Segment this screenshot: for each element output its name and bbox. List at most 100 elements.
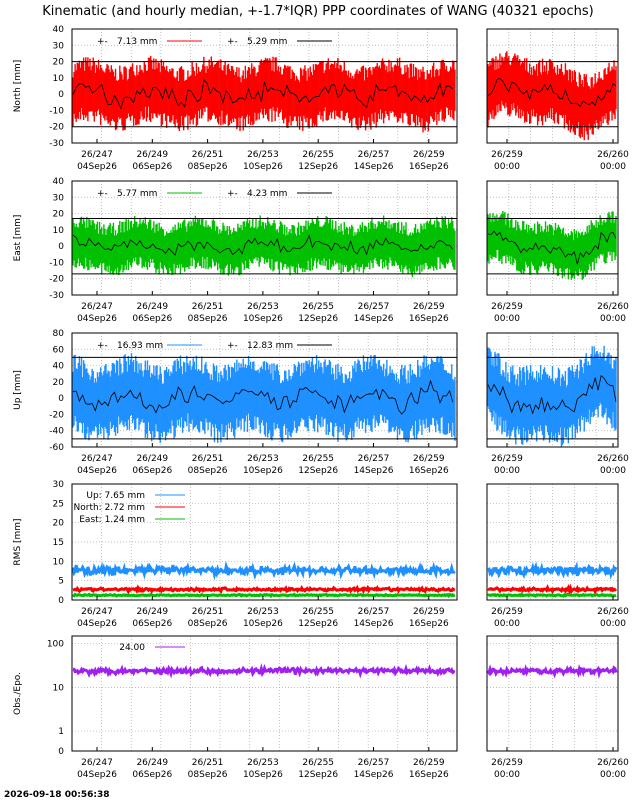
xtick-label: 26/251 [192, 302, 224, 312]
xtick-label: 04Sep26 [77, 162, 117, 172]
xtick-label: 26/251 [192, 454, 224, 464]
ytick-label: -40 [49, 427, 64, 437]
axes-rms-right: 26/259 00:00 26/260 00:00 [486, 483, 629, 629]
xtick-label: 26/253 [247, 607, 279, 617]
xtick-label: 14Sep26 [354, 466, 394, 476]
panel-obs: Obs./Epo. 26/247 04Sep26 26/249 06Sep26 26/25… [13, 635, 629, 780]
xtick-label: 26/249 [136, 758, 168, 768]
xtick-label: 26/259 [413, 758, 445, 768]
ylabel-up: Up [mm] [13, 370, 23, 410]
xtick-label: 00:00 [600, 466, 626, 476]
xtick-label: 08Sep26 [188, 314, 228, 324]
xtick-label: 26/259 [413, 150, 445, 160]
xtick-label: 16Sep26 [409, 314, 449, 324]
panel-rms: RMS [mm] 26/247 04Sep26 26/249 06Sep26 26/251… [13, 480, 629, 629]
xtick-label: 16Sep26 [409, 619, 449, 629]
legend-label: 16.93 mm [117, 341, 163, 351]
ytick-label: 40 [53, 362, 65, 372]
xtick-label: 12Sep26 [298, 466, 338, 476]
xtick-label: 26/249 [136, 607, 168, 617]
xtick-label: 26/253 [247, 454, 279, 464]
ylabel-north: North [mm] [13, 60, 23, 113]
series-up [487, 561, 618, 580]
ytick-label: 0 [58, 596, 64, 606]
xtick-label: 26/255 [302, 150, 334, 160]
series-east [72, 592, 456, 599]
xtick-label: 26/249 [136, 454, 168, 464]
legend-glyph: +- [97, 341, 108, 351]
xtick-label: 06Sep26 [132, 619, 172, 629]
ytick-label: 20 [53, 378, 65, 388]
ytick-label: 1 [58, 727, 64, 737]
xtick-label: 12Sep26 [298, 619, 338, 629]
xtick-label: 06Sep26 [132, 466, 172, 476]
legend-glyph: +- [227, 189, 238, 199]
xtick-label: 12Sep26 [298, 314, 338, 324]
xtick-label: 26/255 [302, 607, 334, 617]
ytick-label: 30 [53, 480, 65, 490]
xtick-label: 00:00 [494, 162, 520, 172]
xtick-label: 12Sep26 [298, 770, 338, 780]
axes-east-right: 26/259 00:00 26/260 00:00 [486, 180, 629, 324]
xtick-label: 00:00 [600, 619, 626, 629]
xtick-label: 00:00 [494, 619, 520, 629]
legend-label: 4.23 mm [247, 189, 287, 199]
data-north-right [487, 51, 617, 141]
legend-label: 5.77 mm [117, 189, 157, 199]
series-up [71, 560, 456, 581]
ytick-label: 40 [53, 25, 65, 35]
xtick-label: 14Sep26 [354, 770, 394, 780]
xtick-label: 26/257 [358, 150, 390, 160]
ytick-label: -60 [49, 443, 64, 453]
ytick-label: -30 [49, 291, 64, 301]
xtick-label: 26/259 [491, 150, 523, 160]
data-north-left [72, 56, 456, 133]
legend-label: 5.29 mm [247, 37, 287, 47]
figure-title: Kinematic (and hourly median, +-1.7*IQR)… [42, 4, 593, 19]
ytick-label: -10 [49, 106, 64, 116]
xtick-label: 08Sep26 [188, 619, 228, 629]
legend-label: 7.13 mm [117, 37, 157, 47]
axes-frame [486, 28, 619, 144]
median-line [72, 379, 454, 415]
xtick-label: 04Sep26 [77, 466, 117, 476]
xtick-label: 26/247 [81, 607, 113, 617]
data-east-left [72, 215, 456, 278]
series-obs [72, 663, 456, 679]
axes-north-left: 26/247 04Sep26 26/249 06Sep26 26/251 08Sep26 2… [71, 28, 458, 172]
xtick-label: 00:00 [494, 314, 520, 324]
ytick-label: -20 [49, 123, 64, 133]
data-rms-left [71, 560, 456, 599]
xtick-label: 26/255 [302, 758, 334, 768]
xtick-label: 10Sep26 [243, 162, 283, 172]
footer-timestamp: 2026-09-18 00:56:38 [4, 790, 109, 800]
xtick-label: 00:00 [494, 770, 520, 780]
xtick-label: 26/260 [597, 454, 629, 464]
axes-frame [71, 28, 458, 144]
xtick-label: 26/249 [136, 302, 168, 312]
ytick-label: 20 [53, 519, 65, 529]
xtick-label: 26/259 [413, 302, 445, 312]
xtick-label: 26/257 [358, 302, 390, 312]
ytick-label: 60 [53, 345, 65, 355]
xtick-label: 12Sep26 [298, 162, 338, 172]
xtick-label: 26/253 [247, 758, 279, 768]
series-north [72, 584, 456, 595]
xtick-label: 04Sep26 [77, 314, 117, 324]
ytick-label: 40 [53, 177, 65, 187]
ylabel-obs: Obs./Epo. [13, 672, 23, 715]
legend-rms: Up: 7.65 mm North: 2.72 mm East: 1.24 mm [74, 491, 185, 525]
ytick-label: 20 [53, 58, 65, 68]
xtick-label: 26/259 [491, 302, 523, 312]
median-line [72, 234, 454, 256]
axes-rms-left: 26/247 04Sep26 26/249 06Sep26 26/251 08Sep26 2… [71, 483, 458, 629]
xtick-label: 26/247 [81, 758, 113, 768]
ytick-label: 15 [53, 538, 64, 548]
xtick-label: 26/259 [491, 454, 523, 464]
legend-glyph: +- [97, 189, 108, 199]
xtick-label: 06Sep26 [132, 770, 172, 780]
xtick-label: 26/247 [81, 454, 113, 464]
xtick-label: 14Sep26 [354, 314, 394, 324]
xtick-label: 26/253 [247, 302, 279, 312]
xtick-label: 26/247 [81, 150, 113, 160]
